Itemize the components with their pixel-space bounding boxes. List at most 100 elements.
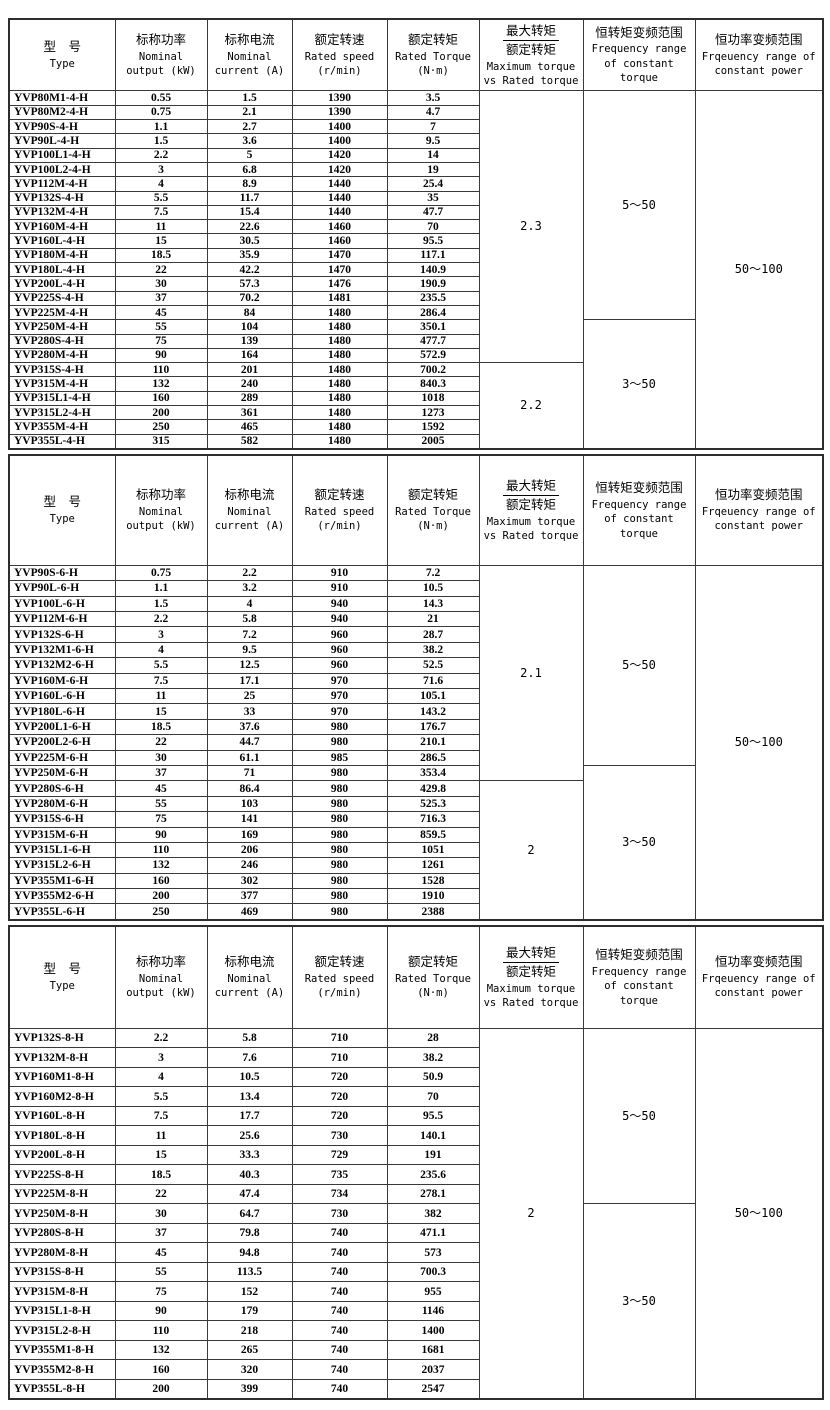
speed-cell: 980	[291, 872, 388, 890]
speed-cell: 1470	[291, 247, 388, 264]
const-torque-range-cell: 3～50	[582, 1203, 696, 1400]
speed-cell: 960	[291, 657, 388, 674]
table-row: YVP132M-4-H 7.5 15.4 1440 47.7	[8, 204, 823, 221]
torque-cell: 840.3	[386, 376, 480, 392]
power-cell: 250	[114, 419, 208, 435]
current-cell: 103	[206, 795, 293, 813]
col-header-power: 标称功率 Nominal output (kW)	[114, 454, 208, 566]
torque-cell: 2037	[386, 1359, 480, 1380]
table-row: YVP355M1-8-H 132 265 740 1681	[8, 1339, 823, 1361]
power-cell: 1.1	[114, 580, 208, 597]
ratio-numerator-text: 最大转矩	[502, 24, 559, 41]
current-cell: 361	[206, 404, 293, 421]
table-row: YVP200L2-6-H 22 44.7 980 210.1	[8, 734, 823, 751]
torque-cell: 859.5	[386, 826, 480, 843]
spec-table-6-pole: 型 号 Type 标称功率 Nominal output (kW) 标称电流 Nomina…	[8, 453, 824, 921]
torque-cell: 71.6	[386, 672, 480, 690]
torque-cell: 235.6	[386, 1164, 480, 1185]
speed-cell: 740	[291, 1222, 388, 1244]
speed-cell: 980	[291, 826, 388, 843]
type-cell: YVP280S-6-H	[8, 780, 116, 797]
speed-cell: 1480	[291, 362, 388, 378]
torque-cell: 35	[386, 190, 480, 206]
torque-cell: 190.9	[386, 276, 480, 292]
col-header-speed: 额定转速 Rated speed (r/min)	[291, 454, 388, 566]
torque-cell: 50.9	[386, 1066, 480, 1088]
speed-cell: 1480	[291, 404, 388, 421]
col-header-cn: 恒转矩变频范围	[595, 25, 683, 40]
torque-cell: 25.4	[386, 176, 480, 192]
type-cell: YVP80M2-4-H	[8, 104, 116, 121]
col-header-cn: 恒转矩变频范围	[595, 480, 683, 495]
type-cell: YVP225M-6-H	[8, 749, 116, 766]
col-header-en: Frqeuency range of constant power	[701, 972, 816, 1000]
type-cell: YVP315M-8-H	[8, 1281, 116, 1302]
speed-cell: 740	[291, 1242, 388, 1263]
speed-cell: 740	[291, 1359, 388, 1380]
power-cell: 160	[114, 872, 208, 890]
ratio-numerator: 最大转矩	[482, 944, 581, 963]
speed-cell: 970	[291, 688, 388, 705]
speed-cell: 740	[291, 1378, 388, 1400]
speed-cell: 1480	[291, 347, 388, 364]
torque-cell: 14	[386, 147, 480, 163]
speed-cell: 740	[291, 1300, 388, 1322]
type-cell: YVP280S-4-H	[8, 333, 116, 349]
power-cell: 4	[114, 641, 208, 659]
current-cell: 164	[206, 347, 293, 364]
col-header-torque: 额定转矩 Rated Torque (N·m)	[386, 18, 480, 92]
table-row: YVP250M-8-H 30 64.7 730 382 3～50	[8, 1203, 823, 1400]
type-cell: YVP132S-4-H	[8, 190, 116, 206]
power-cell: 200	[114, 404, 208, 421]
type-cell: YVP280S-8-H	[8, 1222, 116, 1244]
ratio-numerator-text: 最大转矩	[502, 946, 559, 963]
speed-cell: 1480	[291, 304, 388, 321]
current-cell: 15.4	[206, 204, 293, 221]
type-cell: YVP225S-4-H	[8, 290, 116, 306]
torque-cell: 235.5	[386, 290, 480, 306]
spec-table-4-pole: 型 号 Type 标称功率 Nominal output (kW) 标称电流 Nomina…	[8, 18, 824, 450]
type-cell: YVP315L1-8-H	[8, 1300, 116, 1322]
current-cell: 2.7	[206, 119, 293, 135]
ratio-numerator: 最大转矩	[482, 22, 581, 41]
type-cell: YVP315S-8-H	[8, 1261, 116, 1283]
torque-cell: 105.1	[386, 688, 480, 705]
col-header-en: Rated Torque (N·m)	[395, 972, 471, 1000]
speed-cell: 960	[291, 626, 388, 643]
type-cell: YVP315M-6-H	[8, 826, 116, 843]
power-cell: 7.5	[114, 672, 208, 690]
power-cell: 90	[114, 347, 208, 364]
power-cell: 1.5	[114, 595, 208, 613]
col-header-cn: 恒功率变频范围	[714, 32, 803, 47]
type-cell: YVP132M-8-H	[8, 1047, 116, 1068]
type-cell: YVP355M1-6-H	[8, 872, 116, 890]
speed-cell: 1480	[291, 376, 388, 392]
power-cell: 45	[114, 304, 208, 321]
current-cell: 44.7	[206, 734, 293, 751]
type-cell: YVP180L-4-H	[8, 262, 116, 278]
table-row: YVP160M-4-H 11 22.6 1460 70	[8, 219, 823, 235]
speed-cell: 980	[291, 903, 388, 921]
current-cell: 64.7	[206, 1203, 293, 1224]
speed-cell: 1440	[291, 176, 388, 192]
table-row: YVP315L1-4-H 160 289 1480 1018	[8, 390, 823, 407]
power-cell: 250	[114, 903, 208, 921]
current-cell: 289	[206, 390, 293, 407]
col-header-ratio: 最大转矩 额定转矩 Maximum torque vs Rated torque	[478, 18, 584, 92]
current-cell: 302	[206, 872, 293, 890]
power-cell: 75	[114, 1281, 208, 1302]
power-cell: 1.1	[114, 119, 208, 135]
type-cell: YVP90S-4-H	[8, 119, 116, 135]
type-cell: YVP100L2-4-H	[8, 161, 116, 178]
speed-cell: 985	[291, 749, 388, 766]
torque-cell: 4.7	[386, 104, 480, 121]
power-cell: 7.5	[114, 1105, 208, 1127]
current-cell: 152	[206, 1281, 293, 1302]
torque-cell: 2547	[386, 1378, 480, 1400]
col-header-cn: 型 号	[43, 962, 81, 977]
torque-ratio-cell: 2.2	[478, 362, 584, 450]
torque-cell: 700.2	[386, 362, 480, 378]
torque-cell: 471.1	[386, 1222, 480, 1244]
table-row: YVP132S-4-H 5.5 11.7 1440 35	[8, 190, 823, 206]
col-header-ct_range: 恒转矩变频范围 Frequency range of constant torqu…	[582, 18, 696, 92]
